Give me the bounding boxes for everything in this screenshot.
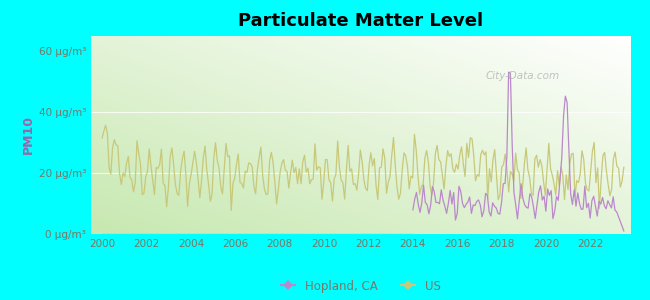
Text: City-Data.com: City-Data.com: [486, 70, 560, 81]
Y-axis label: PM10: PM10: [21, 116, 34, 154]
Title: Particulate Matter Level: Particulate Matter Level: [238, 12, 484, 30]
Legend: Hopland, CA, US: Hopland, CA, US: [276, 275, 445, 297]
